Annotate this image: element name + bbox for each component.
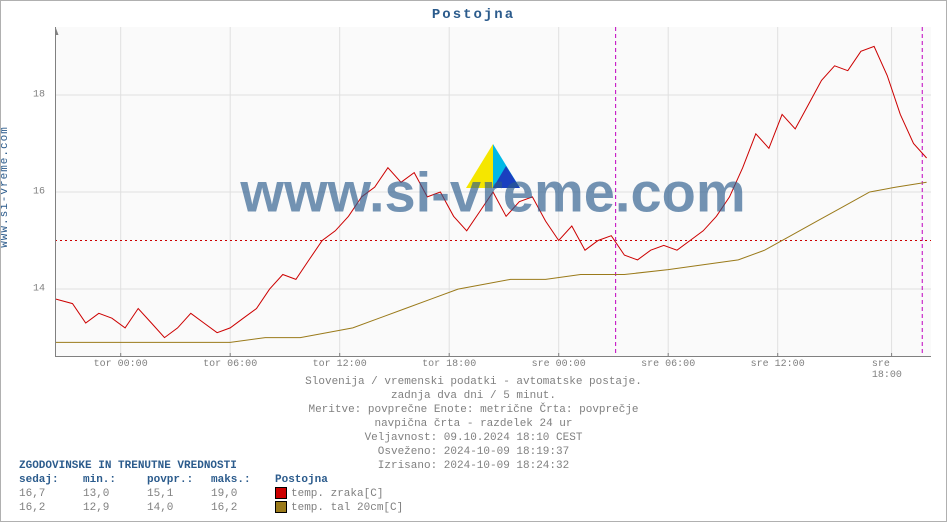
x-ticks: tor 00:00 tor 06:00 tor 12:00 tor 18:00 sre … [55,359,931,373]
footer-line: zadnja dva dni / 5 minut. [1,389,946,403]
chart-title: Postojna [1,1,946,23]
legend-swatch [275,501,287,513]
stats-column-header: min.: [83,473,147,487]
stats-value: 15,1 [147,487,211,501]
y-tick-label: 14 [33,284,45,295]
footer-line: navpična črta - razdelek 24 ur [1,417,946,431]
legend-label: temp. tal 20cm[C] [291,502,403,514]
footer-line: Veljavnost: 09.10.2024 18:10 CEST [1,431,946,445]
x-tick-label: tor 00:00 [94,359,148,370]
stats-column-header: maks.: [211,473,275,487]
x-tick-label: sre 12:00 [751,359,805,370]
stats-column-header: povpr.: [147,473,211,487]
x-tick-label: tor 12:00 [313,359,367,370]
footer-line: Meritve: povprečne Enote: metrične Črta:… [1,403,946,417]
y-tick-label: 18 [33,89,45,100]
legend-label: temp. zraka[C] [291,488,383,500]
stats-row: 16,212,914,016,2temp. tal 20cm[C] [19,501,403,515]
footer-line: Osveženo: 2024-10-09 18:19:37 [1,445,946,459]
plot-svg [55,27,931,357]
stats-column-header: sedaj: [19,473,83,487]
stats-value: 16,7 [19,487,83,501]
chart-container: Postojna www.si-vreme.com 141618 www.si-… [0,0,947,522]
stats-row: 16,713,015,119,0 temp. zraka[C] [19,487,403,501]
stats-header: ZGODOVINSKE IN TRENUTNE VREDNOSTI [19,459,403,473]
stats-value: 13,0 [83,487,147,501]
stats-value: 16,2 [211,501,275,515]
stats-value: 19,0 [211,487,275,501]
x-tick-label: sre 06:00 [641,359,695,370]
x-tick-label: sre 00:00 [532,359,586,370]
x-tick-label: tor 18:00 [422,359,476,370]
stats-location: Postojna [275,473,328,487]
y-ticks: 14 16 18 [1,27,51,357]
plot-area: www.si-vreme.com [55,27,931,357]
stats-value: 14,0 [147,501,211,515]
stats-value: 16,2 [19,501,83,515]
y-tick-label: 16 [33,187,45,198]
x-tick-label: tor 06:00 [203,359,257,370]
footer-line: Slovenija / vremenski podatki - avtomats… [1,375,946,389]
stats-columns-row: sedaj:min.:povpr.:maks.:Postojna [19,473,403,487]
stats-value: 12,9 [83,501,147,515]
stats-block: ZGODOVINSKE IN TRENUTNE VREDNOSTI sedaj:… [19,459,403,515]
legend-swatch [275,487,287,499]
